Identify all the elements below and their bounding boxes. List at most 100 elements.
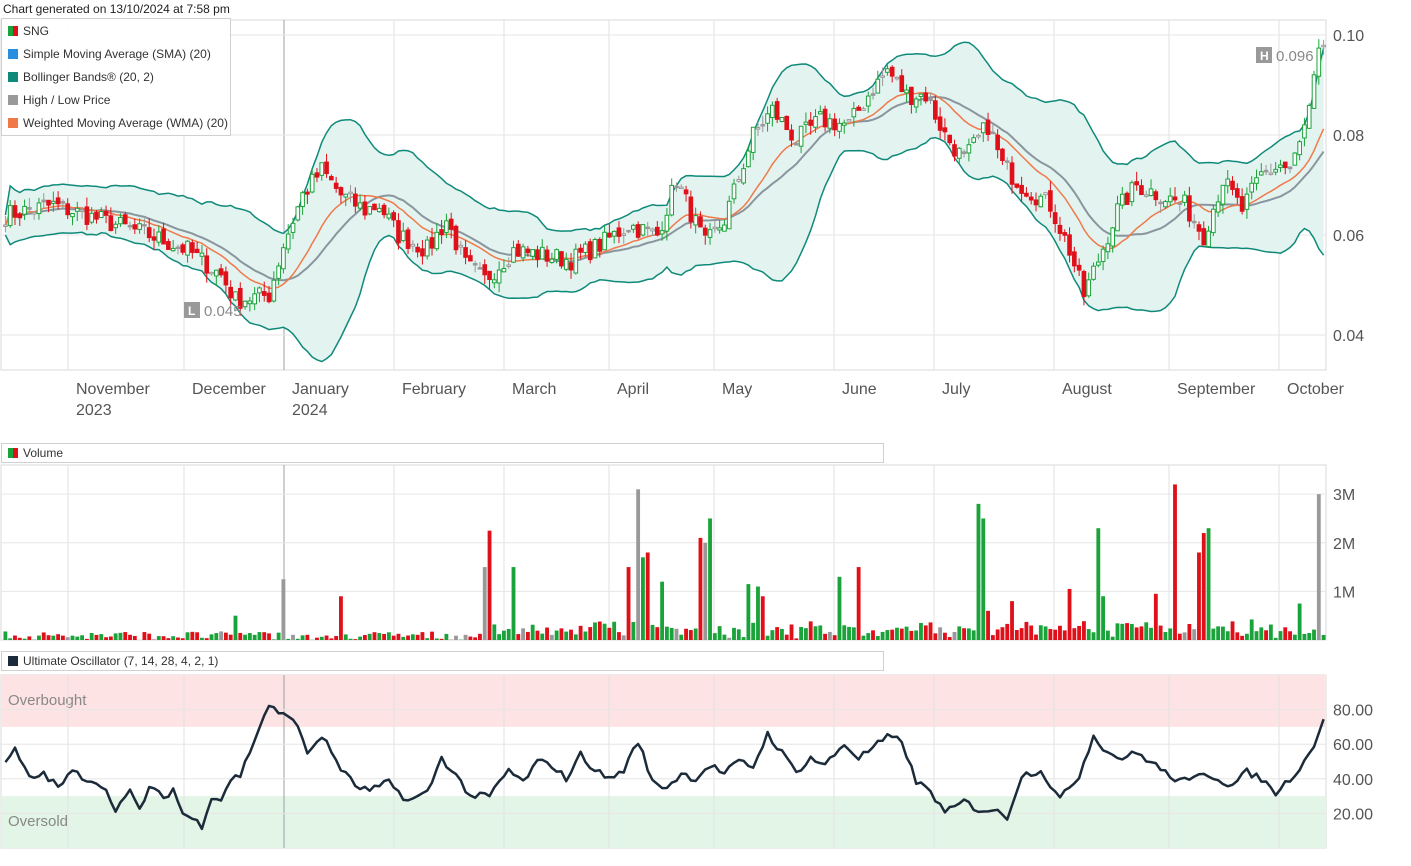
volume-bar (416, 635, 420, 640)
candle-body (943, 128, 947, 132)
volume-bar (972, 630, 976, 640)
volume-bar (339, 596, 343, 640)
candle-body (1116, 204, 1120, 231)
volume-bar (181, 638, 185, 640)
candle-body (171, 248, 175, 250)
volume-bar (315, 638, 319, 640)
legend-item-sma[interactable]: Simple Moving Average (SMA) (20) (2, 42, 230, 65)
volume-bar (214, 633, 218, 640)
volume-bar (85, 639, 89, 640)
candle-body (1096, 262, 1100, 265)
volume-bar (876, 636, 880, 640)
candle-body (1005, 161, 1009, 163)
volume-bar (119, 633, 123, 640)
month-label-december: December (192, 381, 266, 398)
volume-bar (617, 632, 621, 640)
candle-body (689, 197, 693, 222)
candle-body (924, 93, 928, 101)
volume-bar (282, 579, 286, 640)
candle-body (1068, 235, 1072, 255)
volume-bar (857, 567, 861, 640)
candle-body (780, 117, 784, 121)
candle-body (1303, 125, 1307, 138)
candle-body (411, 244, 415, 246)
volume-bar (1140, 626, 1144, 640)
legend-item-bollinger[interactable]: Bollinger Bands® (20, 2) (2, 65, 230, 88)
volume-bar (1063, 630, 1067, 640)
candle-body (1283, 162, 1287, 167)
candle-body (176, 247, 180, 249)
candle-body (1073, 252, 1077, 266)
candle-body (349, 192, 353, 194)
volume-bar (790, 625, 794, 640)
volume-bar (1226, 631, 1230, 640)
volume-bar (718, 626, 722, 640)
volume-bar (80, 635, 84, 640)
candle-body (478, 268, 482, 270)
candle-body (1168, 196, 1172, 202)
volume-bar (1029, 626, 1033, 640)
candle-body (934, 101, 938, 119)
candle-body (857, 107, 861, 110)
legend-item-high-low[interactable]: High / Low Price (2, 88, 230, 111)
volume-bar (612, 622, 616, 640)
volume-bar (253, 635, 257, 640)
legend-item-wma[interactable]: Weighted Moving Average (WMA) (20) (2, 111, 230, 134)
candle-body (114, 224, 118, 228)
volume-bar (468, 637, 472, 640)
candle-body (1159, 202, 1163, 204)
candle-body (301, 193, 305, 207)
candle-body (493, 280, 497, 283)
legend-item-sng[interactable]: SNG (2, 19, 230, 42)
volume-bar (358, 637, 362, 640)
candle-body (253, 294, 257, 304)
volume-bar (929, 622, 933, 640)
month-label-june: June (842, 381, 877, 398)
volume-bar (334, 636, 338, 640)
candle-body (358, 203, 362, 208)
candle-body (406, 230, 410, 249)
candle-body (1183, 195, 1187, 202)
candle-body (574, 249, 578, 273)
candle-body (286, 234, 290, 249)
candle-body (109, 216, 113, 231)
candle-body (1149, 189, 1153, 196)
candle-body (267, 293, 271, 302)
candle-body (401, 231, 405, 240)
volume-bar (1149, 628, 1153, 640)
candle-body (747, 151, 751, 167)
candle-body (363, 202, 367, 215)
candle-body (397, 221, 401, 243)
volume-bar (646, 553, 650, 641)
candle-body (622, 234, 626, 236)
volume-bar (703, 543, 707, 640)
candle-body (282, 248, 286, 269)
candle-body (660, 231, 664, 234)
candle-body (761, 125, 765, 127)
candle-body (37, 203, 41, 214)
oscillator-panel-title[interactable]: Ultimate Oscillator (7, 14, 28, 4, 2, 1) (1, 651, 884, 671)
volume-bar (569, 630, 573, 640)
volume-bar (531, 625, 535, 640)
volume-bar (123, 632, 127, 640)
volume-bar (651, 625, 655, 640)
candle-body (751, 127, 755, 152)
volume-bar (262, 632, 266, 640)
volume-bar (881, 632, 885, 640)
candle-body (564, 259, 568, 269)
volume-panel-title[interactable]: Volume (1, 443, 884, 463)
volume-bar (1082, 621, 1086, 640)
volume-bar (210, 634, 214, 640)
candle-body (373, 204, 377, 209)
candle-body (353, 194, 357, 206)
candle-body (1001, 149, 1005, 160)
volume-bar (1168, 628, 1172, 640)
volume-bar (991, 635, 995, 640)
candle-body (1154, 192, 1158, 200)
volume-bar (833, 635, 837, 640)
overbought-label: Overbought (8, 692, 87, 709)
candle-body (1010, 163, 1014, 184)
candle-body (377, 208, 381, 211)
candle-body (938, 117, 942, 130)
candle-body (1173, 197, 1177, 200)
